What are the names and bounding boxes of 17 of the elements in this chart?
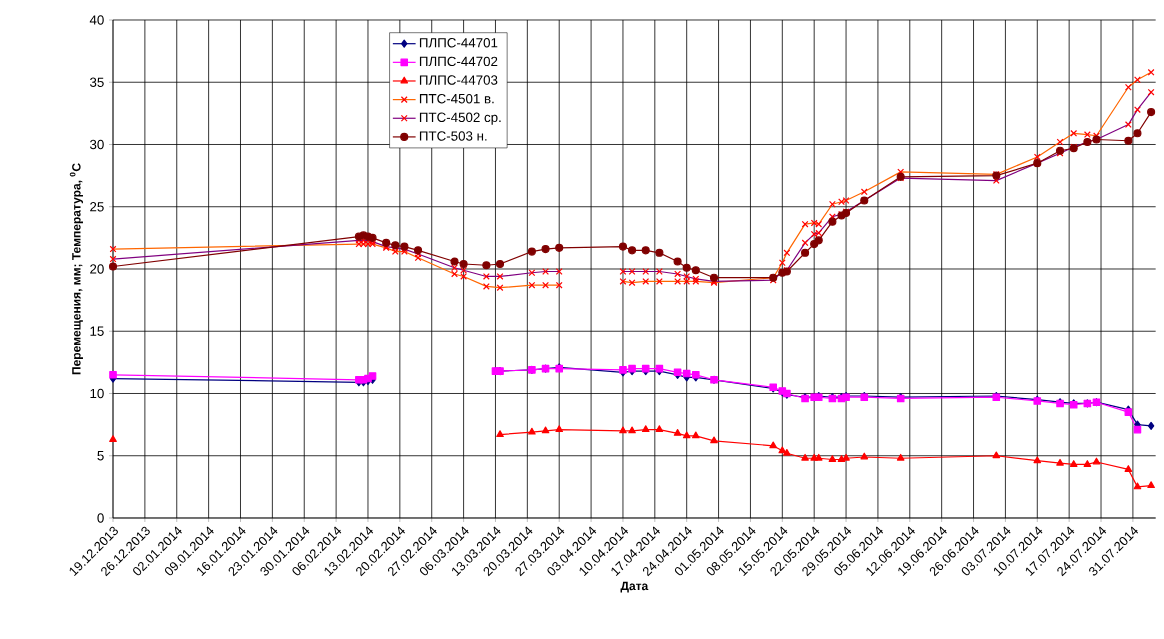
legend-label: ПТС-4502 ср. xyxy=(419,112,501,125)
y-tick-label: 25 xyxy=(90,202,104,212)
y-tick-label: 40 xyxy=(89,15,104,25)
legend-label: ПТС-503 н. xyxy=(419,131,487,141)
y-tick-label: 15 xyxy=(90,326,104,336)
legend-label: ПЛПС-44701 xyxy=(419,38,498,48)
y-axis-title: Перемещения, мм; Температура, $^{0}$C xyxy=(69,163,83,375)
legend-label: ПТС-4501 в. xyxy=(419,93,494,104)
y-tick-label: 30 xyxy=(89,139,104,150)
legend-label: ПЛПС-44703 xyxy=(419,75,498,85)
legend-label: ПЛПС-44702 xyxy=(419,56,498,67)
y-tick-label: 35 xyxy=(89,77,104,87)
y-tick-label: 10 xyxy=(90,388,104,399)
x-axis-title: Дата xyxy=(620,581,649,593)
y-tick-label: 20 xyxy=(90,264,104,274)
y-tick-label: 0 xyxy=(97,513,104,523)
y-tick-label: 5 xyxy=(97,451,104,461)
